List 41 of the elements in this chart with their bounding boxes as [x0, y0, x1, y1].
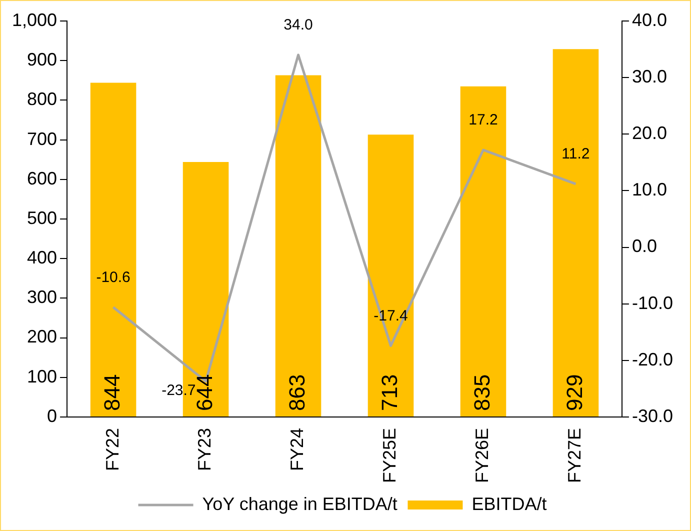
y-tick-label: 200 [26, 326, 58, 347]
y-tick-label: 600 [26, 168, 58, 188]
legend-label: YoY change in EBITDA/t [202, 494, 398, 514]
y-tick-label: 400 [26, 248, 58, 268]
x-tick-label: FY24 [287, 428, 308, 472]
y2-tick-label: -30.0 [632, 406, 674, 426]
legend-label: EBITDA/t [472, 494, 547, 514]
data-label: -10.6 [96, 268, 130, 286]
bar [275, 75, 322, 416]
data-label: 11.2 [562, 146, 590, 163]
y-tick-label: 100 [26, 366, 58, 386]
x-tick-label: FY26E [472, 428, 492, 484]
data-label: 844 [99, 374, 124, 411]
y2-tick-label: -20.0 [632, 349, 674, 370]
y2-tick-label: 0.0 [632, 236, 658, 256]
y2-tick-label: 40.0 [632, 10, 668, 30]
bar [368, 134, 414, 416]
y2-tick-label: -10.0 [632, 292, 674, 313]
data-label: 34.0 [284, 16, 313, 34]
data-label: 17.2 [468, 112, 498, 129]
y-tick-label: 900 [26, 50, 58, 70]
y-tick-label: 300 [26, 287, 58, 308]
x-tick-label: FY23 [194, 428, 215, 472]
bar [552, 49, 599, 416]
data-label: 863 [284, 374, 310, 411]
x-tick-label: FY27E [564, 428, 585, 484]
y-tick-label: 1,000 [12, 10, 58, 30]
y-tick-label: 800 [26, 89, 58, 110]
y2-tick-label: 20.0 [632, 123, 668, 144]
y-tick-label: 0 [47, 406, 58, 426]
data-label: 835 [469, 374, 494, 411]
y-tick-label: 500 [26, 208, 58, 228]
x-tick-label: FY25E [380, 428, 400, 484]
y-tick-label: 700 [26, 128, 58, 149]
x-tick-label: FY22 [102, 428, 122, 472]
y2-tick-label: 30.0 [632, 66, 668, 87]
bar [460, 86, 506, 416]
data-label: 713 [376, 374, 402, 411]
data-label: 929 [562, 374, 587, 411]
y2-tick-label: 10.0 [632, 180, 668, 200]
bar [90, 82, 136, 416]
